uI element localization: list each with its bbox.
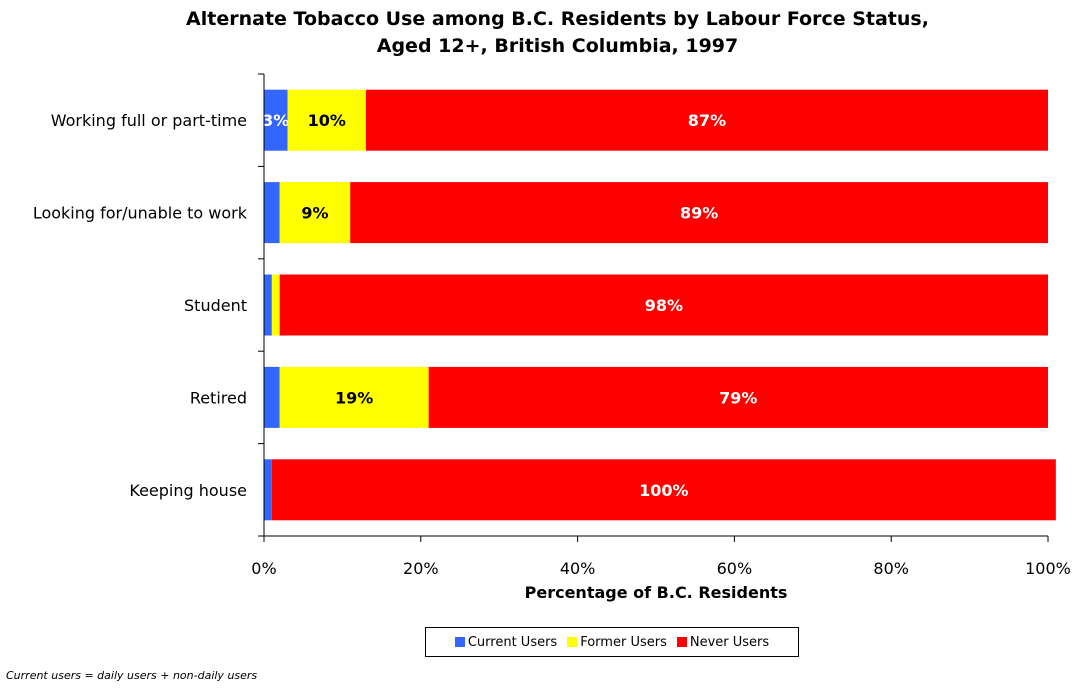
legend-item-never: Never Users — [676, 634, 770, 650]
x-tick-label-2: 40% — [560, 559, 596, 578]
bar-former-0 — [287, 89, 366, 151]
bar-former-3 — [279, 366, 429, 428]
legend-swatch-never — [676, 637, 687, 647]
category-label-1: Looking for/unable to work — [33, 204, 248, 223]
data-label-never-3: 79% — [719, 388, 757, 407]
data-label-former-0: 10% — [308, 111, 346, 130]
legend-label-former: Former Users — [580, 634, 667, 650]
data-label-never-1: 89% — [680, 204, 718, 223]
bar-former-1 — [279, 182, 351, 244]
category-label-4: Keeping house — [129, 481, 247, 500]
bar-former-2 — [271, 274, 280, 336]
category-label-0: Working full or part-time — [51, 111, 247, 130]
bar-never-3 — [428, 366, 1048, 428]
legend-item-current: Current Users — [454, 634, 558, 650]
bar-never-2 — [279, 274, 1048, 336]
footnote: Current users = daily users + non-daily … — [6, 669, 258, 682]
bar-never-4 — [271, 459, 1056, 521]
chart-title-line-2: Aged 12+, British Columbia, 1997 — [376, 35, 739, 57]
x-tick-label-4: 80% — [873, 559, 909, 578]
data-label-never-2: 98% — [645, 296, 683, 315]
x-tick-label-3: 60% — [717, 559, 753, 578]
legend-label-current: Current Users — [467, 634, 558, 650]
bar-current-3 — [264, 366, 280, 428]
x-tick-label-5: 100% — [1025, 559, 1071, 578]
chart-title-line-1: Alternate Tobacco Use among B.C. Residen… — [186, 8, 929, 30]
data-label-never-0: 87% — [688, 111, 726, 130]
bar-current-0 — [264, 89, 288, 151]
data-label-never-4: 100% — [639, 481, 688, 500]
bar-never-0 — [365, 89, 1048, 151]
data-label-former-1: 9% — [301, 204, 328, 223]
bar-current-2 — [264, 274, 272, 336]
category-label-2: Student — [184, 296, 247, 315]
legend-label-never: Never Users — [689, 634, 770, 650]
data-label-former-3: 19% — [335, 388, 373, 407]
x-tick-label-1: 20% — [403, 559, 439, 578]
x-axis-title: Percentage of B.C. Residents — [524, 583, 788, 602]
x-tick-label-0: 0% — [251, 559, 276, 578]
bar-never-1 — [350, 182, 1048, 244]
bar-current-1 — [264, 182, 280, 244]
legend-swatch-current — [454, 637, 465, 647]
legend-item-former: Former Users — [567, 635, 667, 650]
category-label-3: Retired — [190, 388, 247, 407]
legend-swatch-former — [567, 637, 578, 647]
legend: Current Users Former Users Never Users — [425, 627, 799, 657]
chart-title: Alternate Tobacco Use among B.C. Residen… — [0, 6, 1075, 60]
data-label-current-0: 3% — [262, 111, 289, 130]
bar-current-4 — [264, 459, 272, 521]
